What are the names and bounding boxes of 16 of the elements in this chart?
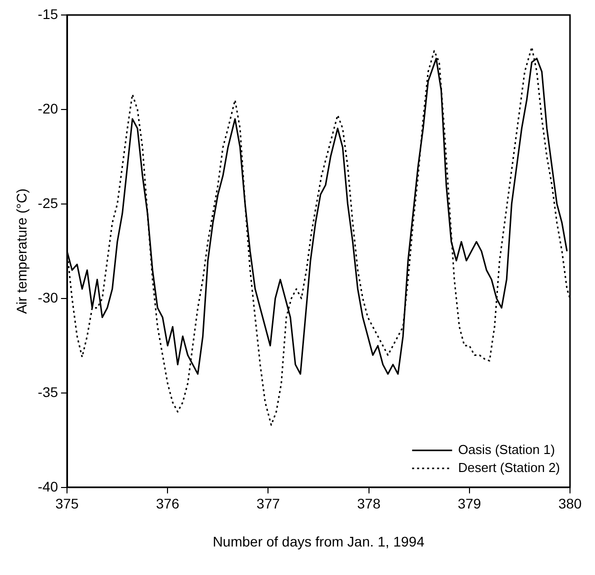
y-tick-label: -15 — [38, 6, 58, 22]
y-tick-label: -25 — [38, 194, 58, 211]
legend-label: Desert (Station 2) — [458, 460, 560, 475]
x-tick-label: 376 — [156, 496, 180, 512]
y-axis-title: Air temperature (°C) — [13, 188, 30, 314]
x-tick-label: 379 — [458, 496, 482, 512]
x-tick-label: 375 — [55, 496, 79, 512]
x-axis-title: Number of days from Jan. 1, 1994 — [212, 533, 425, 550]
y-tick-label: -35 — [38, 384, 58, 400]
x-tick-label: 380 — [558, 496, 582, 512]
y-tick-label: -30 — [38, 289, 58, 306]
y-tick-label: -40 — [38, 478, 58, 494]
x-tick-label: 378 — [357, 496, 381, 512]
y-tick-label: -20 — [38, 100, 58, 116]
legend-label: Oasis (Station 1) — [458, 442, 555, 457]
x-tick-label: 377 — [256, 496, 280, 512]
